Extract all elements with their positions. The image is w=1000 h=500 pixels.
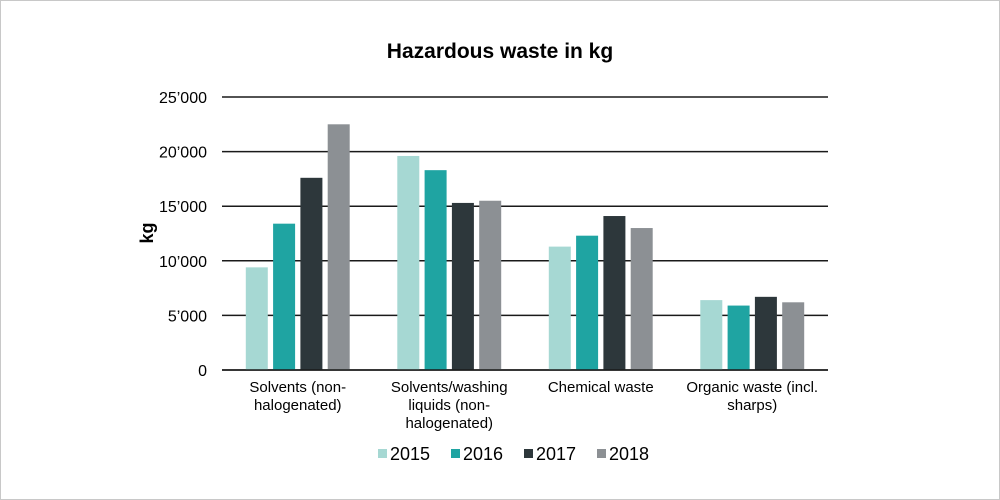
bar-2015-cat4 bbox=[700, 300, 723, 370]
bar-2017-cat1 bbox=[300, 177, 323, 370]
x-category-line: liquids (non- bbox=[408, 397, 490, 414]
bar-2018-cat3 bbox=[630, 228, 653, 370]
bar-2018-cat2 bbox=[479, 200, 502, 370]
legend-label: 2018 bbox=[609, 444, 649, 464]
x-category-line: Organic waste (incl. bbox=[686, 379, 818, 396]
legend: 2015 2016 2017 2018 bbox=[378, 444, 649, 464]
x-category-label: Solvents (non-halogenated) bbox=[249, 379, 346, 414]
x-category-line: Solvents/washing bbox=[391, 379, 508, 396]
bar-2018-cat1 bbox=[327, 124, 350, 370]
x-category-label: Chemical waste bbox=[548, 379, 654, 396]
legend-label: 2015 bbox=[390, 444, 430, 464]
bar-2016-cat3 bbox=[576, 235, 599, 370]
bar-2015-cat1 bbox=[245, 267, 268, 370]
x-category-line: Solvents (non- bbox=[249, 379, 346, 396]
y-tick-label: 20’000 bbox=[159, 145, 207, 162]
x-category-line: halogenated) bbox=[405, 415, 493, 432]
y-tick-label: 25’000 bbox=[159, 90, 207, 107]
x-category-label: Solvents/washing liquids (non-halogenated… bbox=[391, 379, 508, 432]
legend-swatch-2015 bbox=[378, 449, 387, 458]
bars bbox=[222, 124, 828, 371]
bar-2016-cat1 bbox=[273, 223, 296, 370]
legend-swatch-2018 bbox=[597, 449, 606, 458]
bar-2016-cat4 bbox=[727, 305, 750, 370]
y-tick-label: 0 bbox=[198, 363, 207, 380]
x-category-line: Chemical waste bbox=[548, 379, 654, 396]
legend-swatch-2016 bbox=[451, 449, 460, 458]
bar-2016-cat2 bbox=[424, 170, 447, 370]
y-axis-label: kg bbox=[137, 222, 157, 243]
chart-title: Hazardous waste in kg bbox=[387, 40, 613, 63]
y-tick-label: 15’000 bbox=[159, 199, 207, 216]
x-axis-categories: Solvents (non-halogenated)Solvents/washi… bbox=[249, 379, 818, 432]
x-category-line: sharps) bbox=[727, 397, 777, 414]
bar-2017-cat2 bbox=[451, 202, 474, 370]
bar-2017-cat4 bbox=[754, 296, 777, 370]
bar-2017-cat3 bbox=[603, 216, 626, 370]
legend-label: 2017 bbox=[536, 444, 576, 464]
y-tick-label: 5’000 bbox=[168, 308, 207, 325]
bar-2015-cat2 bbox=[397, 155, 420, 370]
legend-swatch-2017 bbox=[524, 449, 533, 458]
bar-2015-cat3 bbox=[548, 246, 571, 370]
x-category-line: halogenated) bbox=[254, 397, 342, 414]
y-tick-label: 10’000 bbox=[159, 254, 207, 271]
x-category-label: Organic waste (incl. sharps) bbox=[686, 379, 818, 414]
bar-2018-cat4 bbox=[782, 302, 805, 370]
y-axis-ticks: 0 5’000 10’000 15’000 20’000 25’000 bbox=[159, 90, 207, 380]
legend-label: 2016 bbox=[463, 444, 503, 464]
